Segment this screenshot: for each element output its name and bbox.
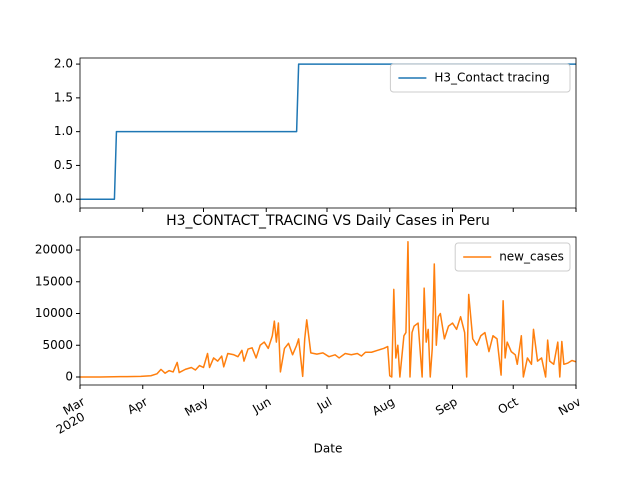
axes-frame	[79, 236, 577, 386]
y-tick-label: 1.5	[54, 90, 73, 104]
y-tick-label: 1.0	[54, 124, 73, 138]
legend-label: new_cases	[499, 250, 564, 264]
x-axis-label: Date	[314, 442, 343, 456]
x-tick-label: Jul	[314, 395, 334, 415]
y-tick-label: 0	[65, 370, 73, 384]
axes-frame	[79, 57, 577, 209]
legend-box	[389, 63, 571, 93]
y-tick-label: 0.5	[54, 158, 73, 172]
y-tick-label: 20000	[35, 243, 73, 257]
data-line	[80, 241, 576, 378]
y-tick-label: 0.0	[54, 192, 73, 206]
data-line	[80, 63, 576, 200]
legend-label: H3_Contact tracing	[434, 71, 549, 85]
y-tick-label: 2.0	[54, 57, 73, 71]
legend-box	[454, 242, 571, 272]
y-tick-label: 15000	[35, 274, 73, 288]
y-tick-label: 5000	[42, 338, 73, 352]
chart-title: H3_CONTACT_TRACING VS Daily Cases in Per…	[166, 213, 490, 229]
y-tick-label: 10000	[35, 306, 73, 320]
